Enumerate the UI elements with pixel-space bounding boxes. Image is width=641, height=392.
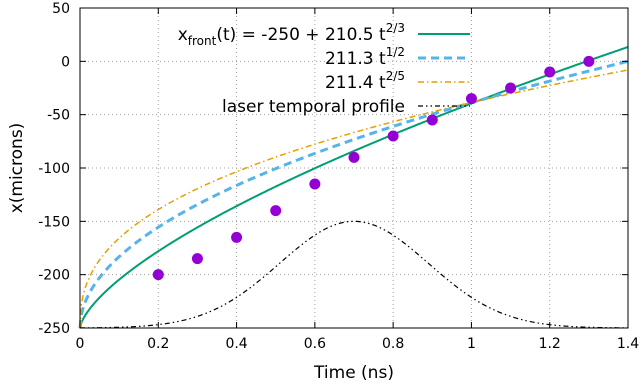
legend-label: 211.4 t2/5	[325, 69, 405, 93]
y-tick-label: 0	[61, 54, 70, 70]
y-tick-label: -200	[38, 268, 70, 284]
y-tick-label: 50	[52, 1, 70, 17]
x-tick-label: 0.4	[225, 336, 247, 352]
data-point	[387, 130, 399, 142]
series-line-0	[79, 46, 629, 329]
x-tick-label: 0.2	[147, 336, 169, 352]
legend-label: 211.3 t1/2	[325, 45, 405, 69]
data-point	[505, 82, 517, 94]
data-point	[583, 55, 595, 67]
legend-label-part: 211.3 t	[325, 49, 386, 69]
legend-label-part: (t) = -250 + 210.5 t	[216, 25, 386, 45]
data-point	[348, 151, 360, 163]
y-axis-title: x(microns)	[7, 123, 27, 214]
y-tick-label: -150	[38, 214, 70, 230]
x-tick-label: 0.8	[382, 336, 404, 352]
x-tick-label: 1	[467, 336, 476, 352]
y-tick-label: -50	[47, 108, 70, 124]
curves	[78, 46, 629, 329]
data-point	[191, 253, 203, 265]
data-point	[544, 66, 556, 78]
data-point	[152, 269, 164, 281]
legend-label-part: 211.4 t	[325, 73, 386, 93]
series-line-2	[79, 69, 629, 329]
legend-label-part: front	[188, 34, 217, 48]
series-line-1	[78, 59, 629, 329]
data-point	[465, 93, 477, 105]
data-point	[270, 205, 282, 217]
legend-label-part: 1/2	[386, 45, 405, 59]
y-tick-label: -250	[38, 321, 70, 337]
legend-label-part: 2/5	[386, 69, 405, 83]
x-tick-label: 1.4	[617, 336, 639, 352]
legend-label: xfront(t) = -250 + 210.5 t2/3	[178, 21, 405, 48]
axis-ticks: 0 0.2 0.4 0.6 0.8 1 1.2 1.4 -250 -200 -150 -100 -50 0…	[38, 1, 639, 352]
legend-label-part: x	[178, 25, 188, 45]
data-points	[152, 55, 595, 281]
data-point	[231, 231, 243, 243]
x-axis-title: Time (ns)	[313, 363, 394, 383]
legend-label-part: laser temporal profile	[222, 97, 405, 117]
x-tick-label: 1.2	[539, 336, 561, 352]
legend-label: laser temporal profile	[222, 97, 405, 117]
data-point	[426, 114, 438, 126]
legend-label-part: 2/3	[386, 21, 405, 35]
x-tick-label: 0.6	[304, 336, 326, 352]
x-tick-label: 0	[76, 336, 85, 352]
data-point	[309, 178, 321, 190]
y-tick-label: -100	[38, 161, 70, 177]
